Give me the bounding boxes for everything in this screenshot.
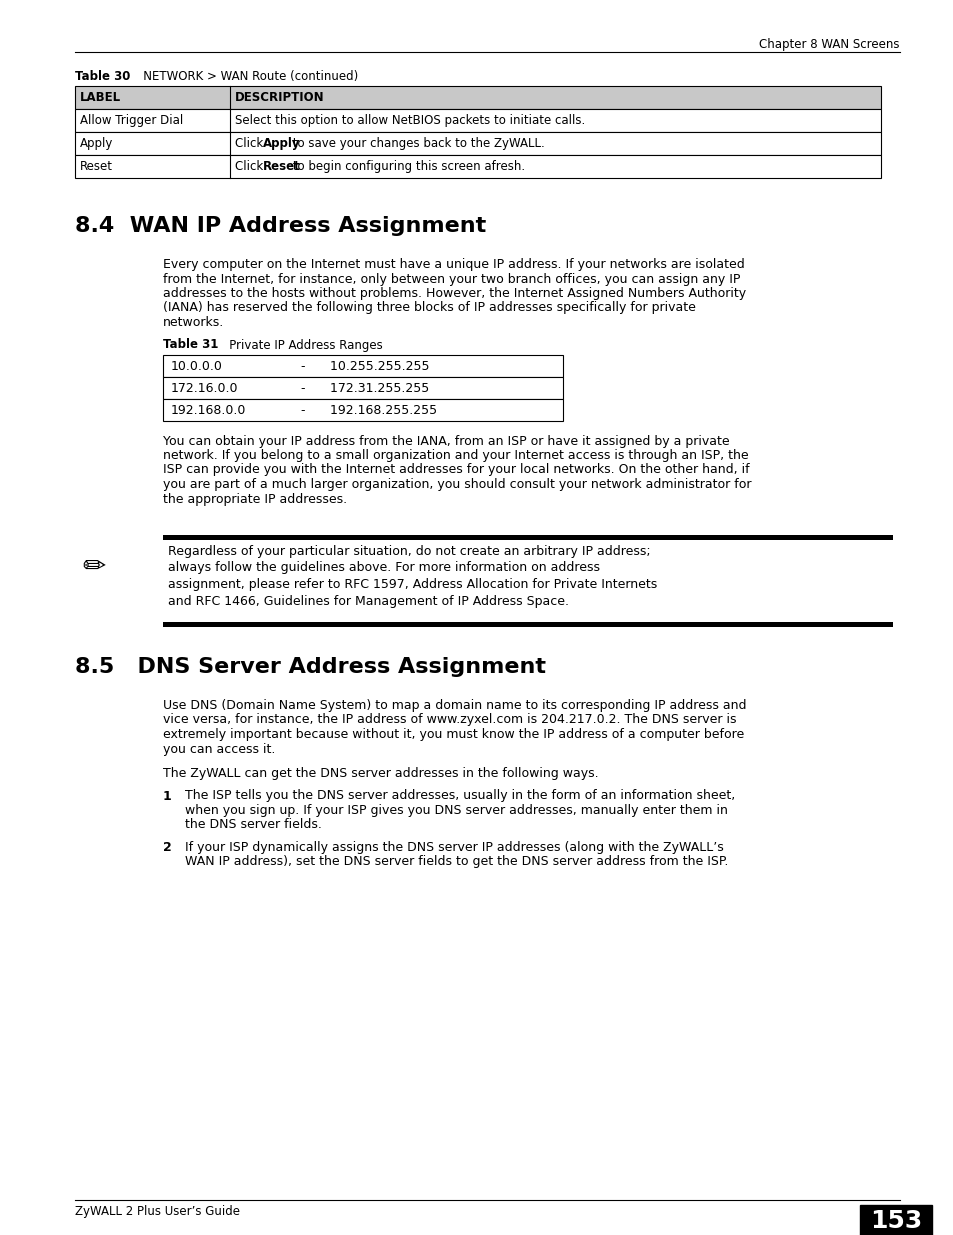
Bar [859, 1205, 931, 1235]
Text: 172.16.0.0: 172.16.0.0 [171, 382, 238, 394]
Text: Allow Trigger Dial: Allow Trigger Dial [80, 114, 183, 127]
Text: ZyWALL 2 Plus User’s Guide: ZyWALL 2 Plus User’s Guide [75, 1205, 240, 1218]
Text: -: - [293, 404, 305, 416]
Text: the DNS server fields.: the DNS server fields. [185, 819, 321, 831]
Text: addresses to the hosts without problems. However, the Internet Assigned Numbers : addresses to the hosts without problems.… [163, 287, 745, 300]
Text: you are part of a much larger organization, you should consult your network admi: you are part of a much larger organizati… [163, 478, 751, 492]
Text: networks.: networks. [163, 316, 224, 329]
Text: vice versa, for instance, the IP address of www.zyxel.com is 204.217.0.2. The DN: vice versa, for instance, the IP address… [163, 714, 736, 726]
Text: Regardless of your particular situation, do not create an arbitrary IP address;: Regardless of your particular situation,… [168, 545, 650, 558]
Text: Select this option to allow NetBIOS packets to initiate calls.: Select this option to allow NetBIOS pack… [234, 114, 584, 127]
Text: LABEL: LABEL [80, 91, 121, 104]
Text: Apply: Apply [262, 137, 300, 149]
Text: Reset: Reset [262, 161, 300, 173]
Text: network. If you belong to a small organization and your Internet access is throu: network. If you belong to a small organi… [163, 450, 748, 462]
Text: -: - [293, 382, 305, 394]
Text: The ZyWALL can get the DNS server addresses in the following ways.: The ZyWALL can get the DNS server addres… [163, 767, 598, 781]
Bar [75, 132, 880, 156]
Text: WAN IP address), set the DNS server fields to get the DNS server address from th: WAN IP address), set the DNS server fiel… [185, 856, 727, 868]
Text: 192.168.0.0: 192.168.0.0 [171, 404, 246, 416]
Text: Reset: Reset [80, 161, 112, 173]
Text: NETWORK > WAN Route (continued): NETWORK > WAN Route (continued) [132, 70, 358, 83]
Text: 8.4  WAN IP Address Assignment: 8.4 WAN IP Address Assignment [75, 216, 486, 236]
Bar [75, 109, 880, 132]
Text: 1: 1 [163, 789, 172, 803]
Text: Use DNS (Domain Name System) to map a domain name to its corresponding IP addres: Use DNS (Domain Name System) to map a do… [163, 699, 745, 713]
Bar [163, 399, 562, 420]
Text: -: - [293, 359, 305, 373]
Text: from the Internet, for instance, only between your two branch offices, you can a: from the Internet, for instance, only be… [163, 273, 740, 285]
Text: Table 31: Table 31 [163, 338, 218, 352]
Bar [163, 354, 562, 377]
Text: 10.255.255.255: 10.255.255.255 [317, 359, 429, 373]
Text: Apply: Apply [80, 137, 113, 149]
Text: assignment, please refer to RFC 1597, Address Allocation for Private Internets: assignment, please refer to RFC 1597, Ad… [168, 578, 657, 592]
Text: 8.5   DNS Server Address Assignment: 8.5 DNS Server Address Assignment [75, 657, 545, 677]
Text: to begin configuring this screen afresh.: to begin configuring this screen afresh. [289, 161, 524, 173]
Text: to save your changes back to the ZyWALL.: to save your changes back to the ZyWALL. [289, 137, 544, 149]
Text: The ISP tells you the DNS server addresses, usually in the form of an informatio: The ISP tells you the DNS server address… [185, 789, 735, 803]
Text: the appropriate IP addresses.: the appropriate IP addresses. [163, 493, 347, 505]
Text: (IANA) has reserved the following three blocks of IP addresses specifically for : (IANA) has reserved the following three … [163, 301, 695, 315]
Text: Click: Click [234, 161, 267, 173]
Text: Table 30: Table 30 [75, 70, 131, 83]
Text: when you sign up. If your ISP gives you DNS server addresses, manually enter the: when you sign up. If your ISP gives you … [185, 804, 727, 818]
Text: 2: 2 [163, 841, 172, 853]
Text: 10.0.0.0: 10.0.0.0 [171, 359, 223, 373]
Text: Chapter 8 WAN Screens: Chapter 8 WAN Screens [759, 38, 899, 51]
Text: always follow the guidelines above. For more information on address: always follow the guidelines above. For … [168, 562, 599, 574]
Text: DESCRIPTION: DESCRIPTION [234, 91, 324, 104]
Text: 192.168.255.255: 192.168.255.255 [317, 404, 436, 416]
Text: If your ISP dynamically assigns the DNS server IP addresses (along with the ZyWA: If your ISP dynamically assigns the DNS … [185, 841, 723, 853]
Bar [75, 156, 880, 178]
Bar [75, 86, 880, 109]
Text: Private IP Address Ranges: Private IP Address Ranges [218, 338, 382, 352]
Text: Every computer on the Internet must have a unique IP address. If your networks a: Every computer on the Internet must have… [163, 258, 744, 270]
Text: and RFC 1466, Guidelines for Management of IP Address Space.: and RFC 1466, Guidelines for Management … [168, 594, 568, 608]
Text: ✏: ✏ [82, 553, 105, 580]
Bar [163, 377, 562, 399]
Text: You can obtain your IP address from the IANA, from an ISP or have it assigned by: You can obtain your IP address from the … [163, 435, 729, 447]
Text: you can access it.: you can access it. [163, 742, 275, 756]
Text: 153: 153 [869, 1209, 922, 1233]
Bar [163, 535, 892, 540]
Text: extremely important because without it, you must know the IP address of a comput: extremely important because without it, … [163, 727, 743, 741]
Text: Click: Click [234, 137, 267, 149]
Text: 172.31.255.255: 172.31.255.255 [317, 382, 429, 394]
Text: ISP can provide you with the Internet addresses for your local networks. On the : ISP can provide you with the Internet ad… [163, 463, 749, 477]
Bar [163, 622, 892, 627]
